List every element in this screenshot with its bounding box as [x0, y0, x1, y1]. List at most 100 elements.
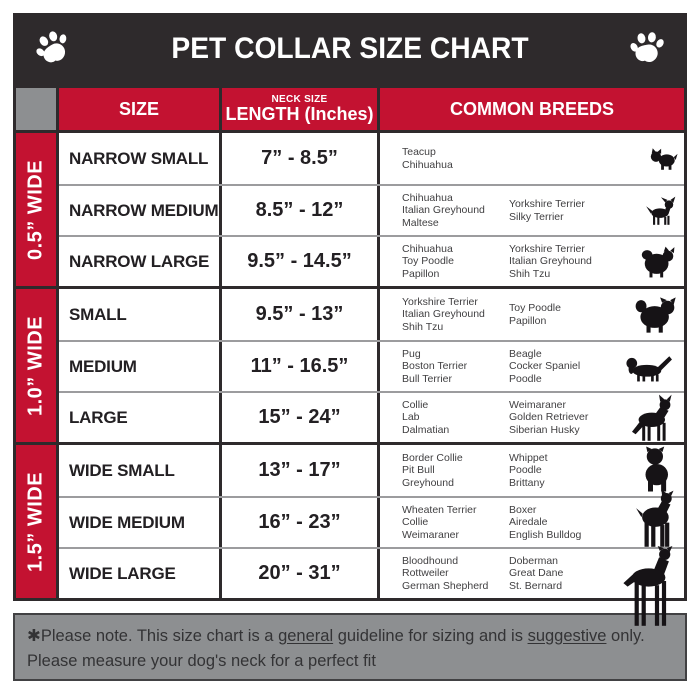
size-name-cell: SMALL [59, 289, 219, 340]
table-row: MEDIUM 11” - 16.5” Pug Boston Terrier Bull T… [59, 340, 684, 391]
breed-name: Toy Poodle [402, 255, 454, 268]
page-title: PET COLLAR SIZE CHART [171, 32, 529, 65]
neck-length-cell: 16” - 23” [222, 498, 377, 547]
breed-name: Italian Greyhound [402, 308, 485, 321]
table-row: NARROW LARGE 9.5” - 14.5” Chihuahua Toy Poo… [59, 235, 684, 286]
common-breeds-cell: Bloodhound Rottweiler German Shepherd Dober… [380, 545, 684, 626]
breed-list-left: Wheaten Terrier Collie Weimaraner [402, 504, 509, 542]
column-header-size: SIZE [59, 88, 219, 130]
breed-list-right: Doberman Great Dane St. Bernard [509, 555, 684, 593]
neck-length-cell: 9.5” - 14.5” [222, 237, 377, 286]
paw-icon [629, 31, 665, 67]
breed-name: German Shepherd [402, 579, 489, 592]
breed-list-left: Pug Boston Terrier Bull Terrier [402, 348, 509, 386]
common-breeds-cell: Wheaten Terrier Collie Weimaraner Boxer Aire… [380, 489, 684, 547]
breed-name: Poodle [509, 464, 542, 477]
breed-list-right: Boxer Airedale English Bulldog [509, 504, 684, 542]
size-name-cell: WIDE SMALL [59, 445, 219, 496]
table-row: NARROW SMALL 7” - 8.5” Teacup Chihuahua [59, 133, 684, 184]
group-rows: WIDE SMALL 13” - 17” Border Collie Pit Bull… [59, 445, 684, 626]
breed-name: Great Dane [509, 567, 564, 580]
breed-list-left: Border Collie Pit Bull Greyhound [402, 452, 509, 490]
breed-name: Brittany [509, 476, 545, 489]
breed-list-left: Bloodhound Rottweiler German Shepherd [402, 555, 509, 593]
breed-name: Italian Greyhound [509, 255, 592, 268]
size-chart-table: SIZE NECK SIZE LENGTH (Inches) COMMON BR… [13, 85, 687, 626]
breed-name: Bloodhound [402, 554, 459, 567]
table-row: SMALL 9.5” - 13” Yorkshire Terrier Italian … [59, 289, 684, 340]
common-breeds-cell: Chihuahua Toy Poodle Papillon Yorkshire Ter… [380, 237, 684, 286]
breed-name: Pit Bull [402, 464, 435, 477]
neck-length-cell: 7” - 8.5” [222, 133, 377, 184]
neck-length-cell: 11” - 16.5” [222, 342, 377, 391]
breed-name: Boxer [509, 503, 537, 516]
size-name-cell: LARGE [59, 393, 219, 442]
spaniel-icon [622, 352, 678, 382]
breed-name: Yorkshire Terrier [509, 242, 585, 255]
common-breeds-cell: Border Collie Pit Bull Greyhound Whippet Poo… [380, 445, 684, 496]
underlined-word: general [278, 627, 334, 645]
breed-name: Siberian Husky [509, 423, 580, 436]
breed-list-right: Yorkshire Terrier Silky Terrier [509, 198, 684, 223]
breed-name: Whippet [509, 451, 548, 464]
collar-width-group: 0.5” WIDE NARROW SMALL 7” - 8.5” Teacup Chih… [16, 133, 684, 286]
table-row: NARROW MEDIUM 8.5” - 12” Chihuahua Italian … [59, 184, 684, 235]
common-breeds-cell: Chihuahua Italian Greyhound Maltese Yorkshi… [380, 186, 684, 235]
breed-name: Chihuahua [402, 242, 453, 255]
yorkshire-terrier-icon [648, 146, 678, 172]
collar-width-group: 1.5” WIDE WIDE SMALL 13” - 17” Border Colli… [16, 445, 684, 626]
breed-name: Pug [402, 347, 421, 360]
breed-name: Teacup [402, 146, 436, 158]
breed-list-left: Collie Lab Dalmatian [402, 399, 509, 437]
breed-name: Golden Retriever [509, 411, 589, 424]
breed-name: Dalmatian [402, 423, 450, 436]
length-inches-label: LENGTH (Inches) [225, 104, 374, 124]
table-header-row: SIZE NECK SIZE LENGTH (Inches) COMMON BR… [16, 88, 684, 130]
breed-list-left: Chihuahua Toy Poodle Papillon [402, 243, 509, 281]
size-name-cell: MEDIUM [59, 342, 219, 391]
breed-list-left: Yorkshire Terrier Italian Greyhound Shih T… [402, 296, 509, 334]
breed-list-left: Teacup Chihuahua [402, 146, 509, 171]
breed-name: Weimaraner [509, 398, 566, 411]
breed-name: Lab [402, 411, 420, 424]
breed-name: Greyhound [402, 476, 454, 489]
size-name-cell: WIDE MEDIUM [59, 498, 219, 547]
breed-name: Collie [402, 516, 429, 529]
pitbull-icon [634, 489, 678, 548]
breed-name: St. Bernard [509, 579, 563, 592]
breed-name: Silky Terrier [509, 210, 564, 223]
breed-name: Wheaten Terrier [402, 503, 477, 516]
breed-name: Collie [402, 398, 429, 411]
breed-name: Italian Greyhound [402, 204, 485, 217]
breed-name: Beagle [509, 347, 542, 360]
footer-note: ✱Please note. This size chart is a gener… [13, 613, 687, 681]
table-row: WIDE LARGE 20” - 31” Bloodhound Rottweiler G… [59, 545, 684, 626]
neck-length-cell: 20” - 31” [222, 549, 377, 598]
corner-cell [16, 88, 56, 130]
neck-length-cell: 9.5” - 13” [222, 289, 377, 340]
chihuahua-icon [644, 196, 678, 226]
breed-name: Doberman [509, 554, 559, 567]
pomeranian-icon [640, 245, 678, 279]
underlined-word: suggestive [527, 627, 607, 645]
breed-list-right: Weimaraner Golden Retriever Siberian Husky [509, 399, 684, 437]
breed-name: Airedale [509, 516, 548, 529]
breed-name: Poodle [509, 372, 542, 385]
paw-icon [35, 31, 71, 67]
group-rows: SMALL 9.5” - 13” Yorkshire Terrier Italian … [59, 289, 684, 442]
breed-name: Papillon [402, 267, 440, 280]
collar-width-label: 0.5” WIDE [16, 133, 56, 286]
title-bar: PET COLLAR SIZE CHART [13, 13, 687, 85]
breed-name: Papillon [509, 314, 547, 327]
shepherd-icon [628, 394, 678, 442]
breed-name: Shih Tzu [402, 320, 444, 333]
breed-name: Rottweiler [402, 567, 449, 580]
breed-name: Chihuahua [402, 158, 453, 171]
collar-width-group: 1.0” WIDE SMALL 9.5” - 13” Yorkshire Terrie… [16, 289, 684, 442]
size-name-cell: NARROW LARGE [59, 237, 219, 286]
neck-length-cell: 15” - 24” [222, 393, 377, 442]
note-line-1: ✱Please note. This size chart is a gener… [27, 624, 673, 649]
breed-list-right: Beagle Cocker Spaniel Poodle [509, 348, 684, 386]
table-body: 0.5” WIDE NARROW SMALL 7” - 8.5” Teacup Chih… [16, 133, 684, 626]
